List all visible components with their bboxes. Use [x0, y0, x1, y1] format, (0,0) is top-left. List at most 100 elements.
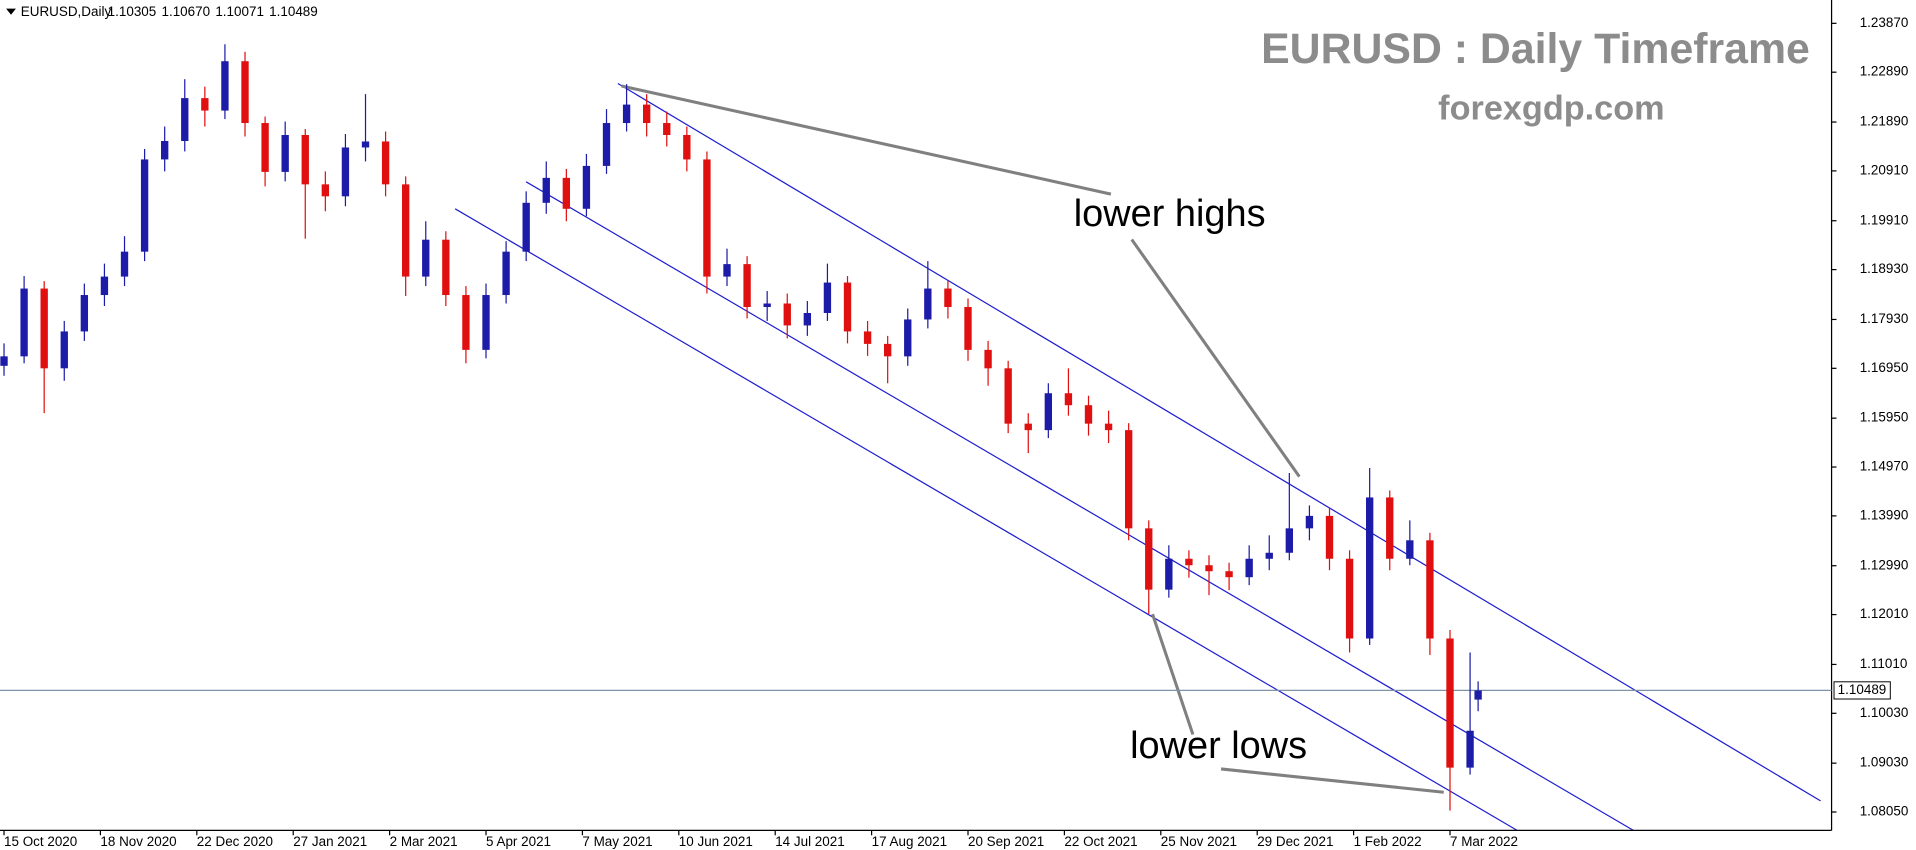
y-tick-label: 1.22890: [1860, 64, 1909, 79]
candle-body: [100, 276, 109, 296]
y-tick-label: 1.18930: [1860, 261, 1909, 276]
candle-body: [281, 135, 289, 172]
candle-body: [161, 140, 169, 160]
header-value: 1.10670: [162, 4, 211, 19]
candle-body: [964, 306, 972, 350]
candle-body: [1245, 558, 1253, 578]
x-tick-label: 7 May 2021: [582, 834, 652, 849]
candle-body: [723, 264, 731, 277]
candle-body: [1124, 430, 1133, 529]
candle-body: [502, 251, 510, 296]
x-tick-label: 7 Mar 2022: [1450, 834, 1518, 849]
header-icon: [6, 8, 16, 15]
candle-body: [924, 288, 932, 320]
candle-body: [1426, 540, 1434, 639]
header-symbol: EURUSD,Daily: [21, 4, 112, 19]
candle-body: [1104, 423, 1113, 431]
candle-body: [221, 61, 229, 111]
upper-channel: [617, 82, 1821, 802]
candle-body: [622, 104, 631, 124]
candle-body: [1004, 368, 1012, 424]
y-tick-label: 1.19910: [1860, 212, 1909, 227]
candle-body: [402, 184, 410, 277]
candle-body: [643, 104, 651, 124]
x-tick-label: 22 Oct 2021: [1064, 834, 1137, 849]
candle-body: [482, 295, 490, 350]
x-tick-label: 20 Sep 2021: [968, 834, 1044, 849]
candle-body: [743, 264, 751, 307]
candle-body: [803, 312, 812, 326]
x-tick-label: 17 Aug 2021: [872, 834, 948, 849]
candle-body: [80, 295, 89, 332]
candle-body: [562, 177, 571, 209]
candle-body: [422, 239, 430, 277]
candle-body: [1305, 515, 1314, 529]
candle-body: [703, 159, 711, 277]
candle-body: [1145, 528, 1153, 590]
y-tick-label: 1.23870: [1860, 15, 1909, 30]
candle-body: [1024, 423, 1032, 431]
candle-body: [984, 349, 992, 369]
candle-body: [582, 165, 591, 209]
candle-body: [462, 295, 470, 350]
candle-body: [1406, 540, 1414, 559]
header-value: 1.10305: [108, 4, 157, 19]
candle-body: [1325, 515, 1334, 559]
pointer: [1151, 613, 1195, 736]
candle-body: [522, 202, 530, 252]
candle-body: [140, 159, 149, 252]
candle-body: [1225, 571, 1233, 578]
candle-body: [60, 331, 68, 369]
candle-body: [602, 123, 611, 166]
candle-body: [683, 135, 691, 160]
y-tick-label: 1.14970: [1860, 459, 1909, 474]
candle-body: [301, 135, 309, 185]
candle-body: [40, 288, 48, 369]
x-tick-label: 5 Apr 2021: [486, 834, 551, 849]
x-tick-label: 25 Nov 2021: [1161, 834, 1237, 849]
x-tick-label: 29 Dec 2021: [1257, 834, 1333, 849]
candle-body: [1285, 528, 1294, 553]
candle-body: [1345, 558, 1354, 639]
y-tick-label: 1.16950: [1860, 360, 1909, 375]
candle-body: [1205, 565, 1213, 572]
x-tick-label: 15 Oct 2020: [4, 834, 77, 849]
candle-body: [201, 98, 209, 111]
candle-body: [904, 319, 912, 357]
lower-channel: [454, 208, 1518, 831]
candle-body: [442, 239, 450, 296]
candle-body: [1365, 497, 1374, 639]
pointer: [1130, 238, 1301, 478]
annotation-pointers: [621, 84, 1444, 794]
candle-body: [1165, 558, 1173, 590]
x-tick-label: 10 Jun 2021: [679, 834, 753, 849]
chart-subtitle: forexgdp.com: [1438, 90, 1664, 128]
candle-body: [884, 343, 892, 357]
y-tick-label: 1.12990: [1860, 557, 1909, 572]
candle-body: [120, 251, 129, 277]
candle-body: [663, 123, 671, 136]
candle-body: [1044, 393, 1053, 431]
header-value: 1.10071: [215, 4, 264, 19]
x-tick-label: 18 Nov 2020: [100, 834, 176, 849]
x-tick-label: 1 Feb 2022: [1354, 834, 1422, 849]
current-price-label: 1.10489: [1838, 682, 1887, 697]
x-tick-label: 27 Jan 2021: [293, 834, 367, 849]
candle-body: [1474, 690, 1482, 700]
candle-body: [1064, 393, 1073, 406]
candle-body: [944, 288, 952, 307]
candle-body: [241, 61, 249, 124]
candle-body: [341, 147, 350, 197]
candle-body: [542, 177, 550, 203]
y-tick-label: 1.08050: [1860, 804, 1909, 819]
candle-body: [843, 282, 852, 332]
chart-title: EURUSD : Daily Timeframe: [1261, 25, 1810, 73]
candle-body: [181, 98, 189, 141]
candle-body: [361, 141, 370, 148]
current-price-box: [1833, 681, 1891, 700]
candle-body: [1466, 730, 1474, 768]
candle-body: [381, 141, 390, 185]
